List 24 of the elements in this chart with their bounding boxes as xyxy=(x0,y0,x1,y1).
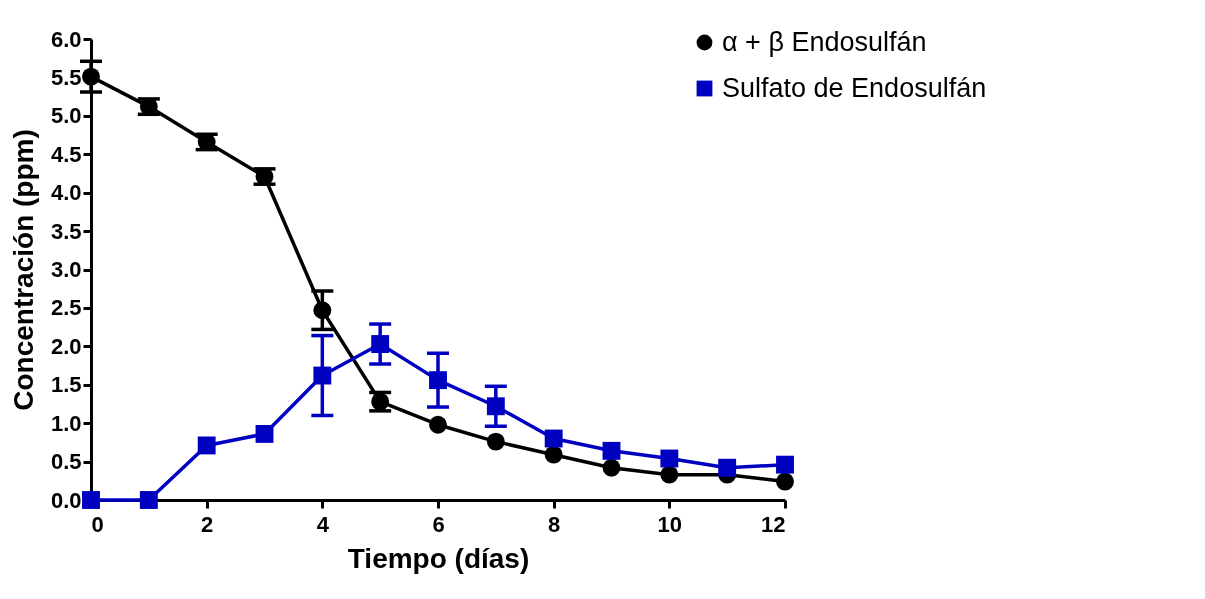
y-tick-label: 4.0 xyxy=(50,180,82,206)
y-tick-label: 1.5 xyxy=(50,372,82,398)
legend-label: Sulfato de Endosulfán xyxy=(722,72,987,103)
x-tick-label: 2 xyxy=(201,511,214,537)
x-tick-label: 0 xyxy=(91,511,104,537)
y-tick-label: 1.0 xyxy=(50,410,82,436)
y-axis-title: Concentración (ppm) xyxy=(7,129,39,411)
y-tick-label: 2.5 xyxy=(50,295,82,321)
x-tick-label: 10 xyxy=(657,511,683,537)
legend-label: α + β Endosulfán xyxy=(722,26,927,57)
y-tick-label: 0.0 xyxy=(50,487,82,513)
y-tick-label: 0.5 xyxy=(50,449,82,475)
x-tick-label: 12 xyxy=(761,511,786,537)
y-tick-label: 6.0 xyxy=(50,26,82,52)
x-axis-title: Tiempo (días) xyxy=(347,542,530,574)
y-tick-label: 5.5 xyxy=(50,64,82,90)
x-tick-label: 6 xyxy=(432,511,445,537)
y-tick-label: 4.5 xyxy=(50,141,82,167)
x-tick-label: 8 xyxy=(548,511,561,537)
y-tick-label: 3.5 xyxy=(50,218,82,244)
y-tick-label: 5.0 xyxy=(50,103,82,129)
y-tick-label: 3.0 xyxy=(50,257,82,282)
y-tick-label: 2.0 xyxy=(50,333,82,359)
x-tick-label: 4 xyxy=(316,511,330,537)
